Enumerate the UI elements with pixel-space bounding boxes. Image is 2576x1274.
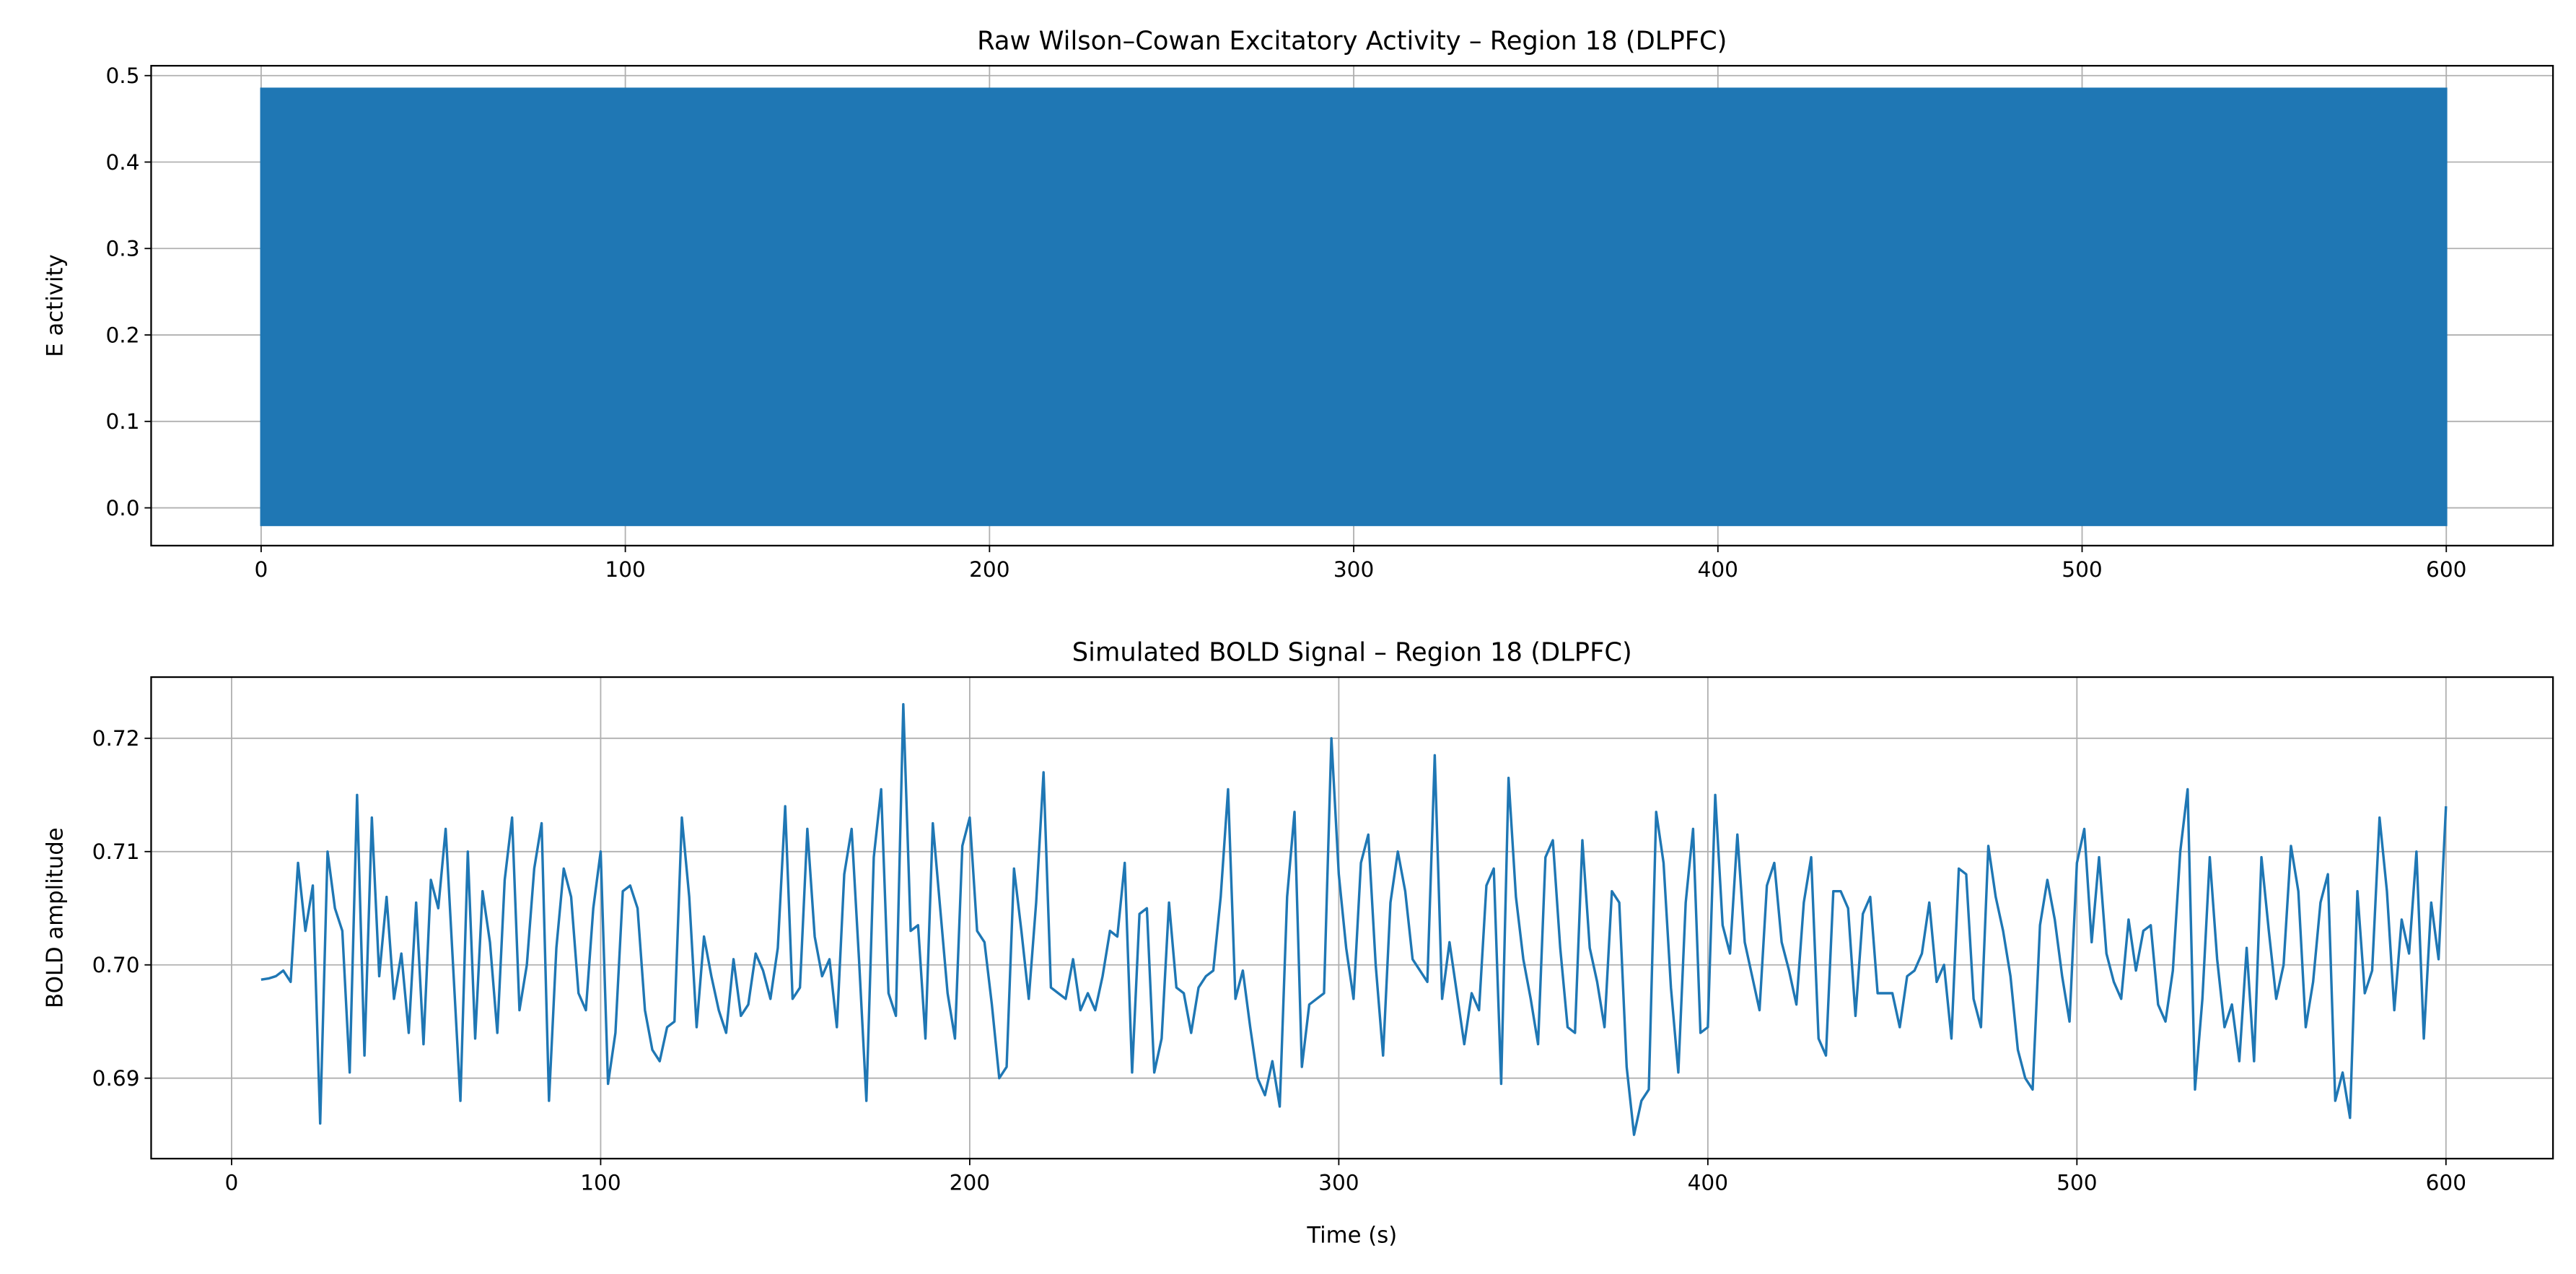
x-tick-label: 500: [2062, 557, 2102, 582]
bold-line: [260, 703, 2448, 1136]
x-tick-label: 200: [950, 1170, 990, 1195]
x-tick-label: 500: [2056, 1170, 2097, 1195]
x-tick-label: 100: [580, 1170, 621, 1195]
y-axis-label: E activity: [43, 254, 69, 357]
y-tick-label: 0.3: [105, 237, 139, 261]
x-tick-label: 300: [1333, 557, 1374, 582]
x-tick-label: 600: [2426, 1170, 2466, 1195]
x-tick-label: 600: [2426, 557, 2466, 582]
axes-frame: [150, 64, 2554, 547]
y-axis-label: BOLD amplitude: [43, 827, 69, 1008]
y-tick-label: 0.70: [92, 953, 140, 977]
x-tick-label: 300: [1318, 1170, 1359, 1195]
y-tick-label: 0.0: [105, 496, 139, 520]
x-tick-label: 100: [605, 557, 645, 582]
y-tick-label: 0.71: [92, 839, 140, 864]
y-tick-label: 0.4: [105, 150, 139, 175]
y-tick-label: 0.5: [105, 64, 139, 88]
y-tick-label: 0.72: [92, 726, 140, 751]
chart-title: Raw Wilson–Cowan Excitatory Activity – R…: [977, 26, 1727, 56]
chart-title: Simulated BOLD Signal – Region 18 (DLPFC…: [1072, 637, 1632, 667]
axes-frame: [150, 676, 2554, 1160]
x-tick-label: 400: [1698, 557, 1738, 582]
activity-band: [260, 87, 2448, 526]
x-tick-label: 0: [254, 557, 268, 582]
y-tick-label: 0.1: [105, 409, 139, 434]
x-tick-label: 200: [969, 557, 1009, 582]
y-tick-label: 0.69: [92, 1066, 140, 1091]
x-tick-label: 400: [1688, 1170, 1728, 1195]
x-tick-label: 0: [225, 1170, 239, 1195]
y-tick-label: 0.2: [105, 323, 139, 347]
x-axis-label: Time (s): [1306, 1222, 1397, 1248]
